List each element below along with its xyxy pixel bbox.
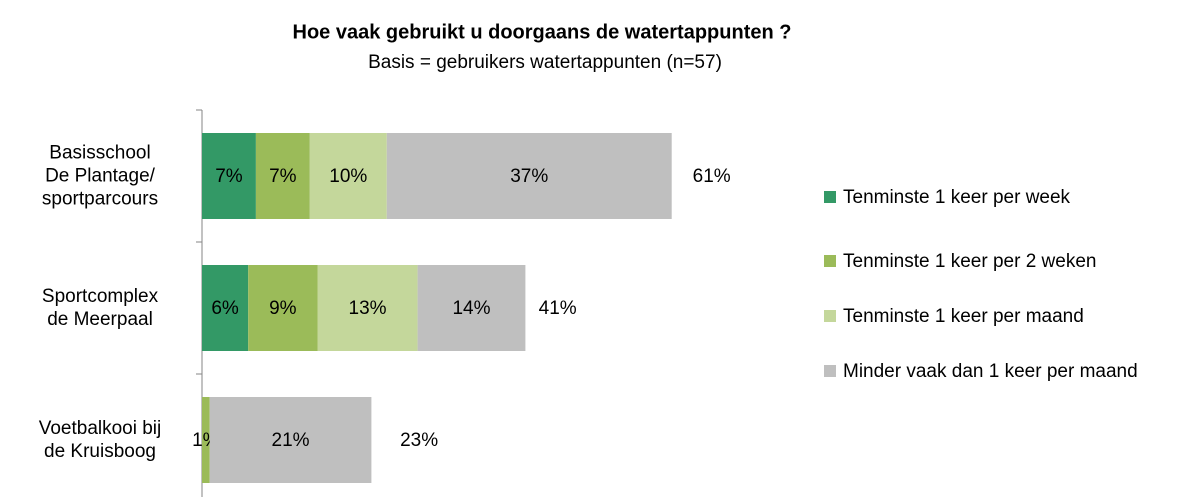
- total-label: 41%: [539, 298, 577, 319]
- value-label: 10%: [329, 166, 367, 187]
- legend-swatch: [824, 310, 836, 322]
- value-label: 21%: [272, 430, 310, 451]
- bar-segment: [255, 133, 310, 219]
- value-label: 13%: [349, 298, 387, 319]
- bar-segment: [202, 133, 256, 219]
- value-label: 7%: [269, 166, 297, 187]
- chart-subtitle: Basis = gebruikers watertappunten (n=57): [368, 52, 722, 73]
- category-label: Voetbalkooi bij de Kruisboog: [38, 418, 162, 462]
- category-label: Sportcomplex de Meerpaal: [41, 286, 159, 330]
- value-label: 14%: [452, 298, 490, 319]
- value-label: 9%: [269, 298, 297, 319]
- value-label: 6%: [211, 298, 239, 319]
- legend-swatch: [824, 365, 836, 377]
- bar-segment: [417, 265, 526, 351]
- legend-swatch: [824, 191, 836, 203]
- bar-segment: [309, 133, 387, 219]
- bar-segment: [202, 265, 249, 351]
- legend-swatch: [824, 255, 836, 267]
- value-label: 37%: [510, 166, 548, 187]
- category-label: Basisschool De Plantage/ sportparcours: [41, 142, 159, 210]
- bar-segment: [209, 397, 372, 483]
- legend-item: Minder vaak dan 1 keer per maand: [824, 360, 1184, 383]
- legend-item: Tenminste 1 keer per 2 weken: [824, 250, 1184, 273]
- legend-label: Tenminste 1 keer per week: [843, 187, 1071, 208]
- bar-segment: [317, 265, 418, 351]
- bar-segment: [202, 397, 210, 483]
- bar-segment: [248, 265, 318, 351]
- total-label: 23%: [400, 430, 438, 451]
- chart-title: Hoe vaak gebruikt u doorgaans de waterta…: [293, 21, 792, 43]
- legend-item: Tenminste 1 keer per maand: [824, 305, 1184, 328]
- legend-label: Minder vaak dan 1 keer per maand: [843, 361, 1138, 382]
- legend-label: Tenminste 1 keer per maand: [843, 306, 1084, 327]
- bar-segment: [386, 133, 672, 219]
- legend-label: Tenminste 1 keer per 2 weken: [843, 251, 1097, 272]
- value-label: 7%: [215, 166, 243, 187]
- total-label: 61%: [693, 166, 731, 187]
- legend-item: Tenminste 1 keer per week: [824, 186, 1184, 209]
